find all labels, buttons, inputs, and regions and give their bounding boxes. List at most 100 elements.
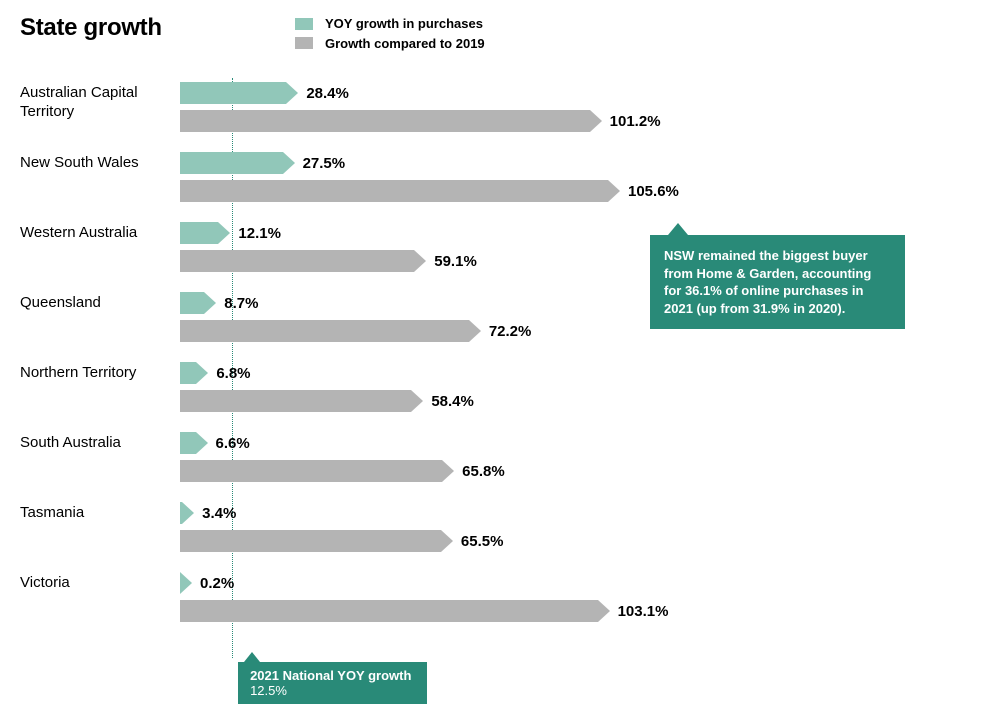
bar-arrow-icon <box>283 152 295 174</box>
bars-container: 3.4% 65.5% <box>180 500 963 570</box>
bars-container: 12.1% 59.1% <box>180 220 963 290</box>
state-row: Victoria 0.2% 103.1% <box>20 570 963 640</box>
bar-body <box>180 250 414 272</box>
swatch-yoy <box>295 18 313 30</box>
legend-label-2019: Growth compared to 2019 <box>325 34 485 54</box>
bar-body <box>180 110 590 132</box>
bar-vs2019: 59.1% <box>180 250 477 272</box>
state-row: New South Wales 27.5% 105.6% <box>20 150 963 220</box>
value-label-2019: 59.1% <box>434 253 477 270</box>
state-label: New South Wales <box>20 154 172 173</box>
bar-arrow-icon <box>441 530 453 552</box>
bar-vs2019: 65.5% <box>180 530 503 552</box>
bar-body <box>180 222 218 244</box>
bar-arrow-icon <box>204 292 216 314</box>
legend-item-2019: Growth compared to 2019 <box>295 34 485 54</box>
value-label-yoy: 12.1% <box>238 225 281 242</box>
bar-arrow-icon <box>218 222 230 244</box>
state-row: Northern Territory 6.8% 58.4% <box>20 360 963 430</box>
bar-vs2019: 65.8% <box>180 460 505 482</box>
value-label-2019: 58.4% <box>431 393 474 410</box>
national-box-pointer-icon <box>244 652 260 662</box>
value-label-2019: 65.8% <box>462 463 505 480</box>
bar-body <box>180 530 441 552</box>
value-label-2019: 101.2% <box>610 113 661 130</box>
bar-arrow-icon <box>590 110 602 132</box>
bar-yoy: 12.1% <box>180 222 281 244</box>
bars-container: 8.7% 72.2% <box>180 290 963 360</box>
bar-vs2019: 103.1% <box>180 600 668 622</box>
bar-body <box>180 390 411 412</box>
value-label-2019: 65.5% <box>461 533 504 550</box>
legend-item-yoy: YOY growth in purchases <box>295 14 485 34</box>
bars-container: 6.8% 58.4% <box>180 360 963 430</box>
bars-container: 27.5% 105.6% <box>180 150 963 220</box>
bars-container: 28.4% 101.2% <box>180 80 963 150</box>
bars-container: 0.2% 103.1% <box>180 570 963 640</box>
value-label-yoy: 6.8% <box>216 365 250 382</box>
bar-body <box>180 600 598 622</box>
bar-body <box>180 460 442 482</box>
bar-vs2019: 72.2% <box>180 320 531 342</box>
value-label-yoy: 3.4% <box>202 505 236 522</box>
state-row: South Australia 6.6% 65.8% <box>20 430 963 500</box>
value-label-2019: 105.6% <box>628 183 679 200</box>
bar-arrow-icon <box>180 572 192 594</box>
swatch-2019 <box>295 37 313 49</box>
bar-yoy: 8.7% <box>180 292 258 314</box>
legend-label-yoy: YOY growth in purchases <box>325 14 483 34</box>
state-row: Tasmania 3.4% 65.5% <box>20 500 963 570</box>
bar-body <box>180 152 283 174</box>
value-label-yoy: 8.7% <box>224 295 258 312</box>
state-label: Australian Capital Territory <box>20 84 172 122</box>
state-label: Western Australia <box>20 224 172 243</box>
state-row: Western Australia 12.1% 59.1% <box>20 220 963 290</box>
value-label-yoy: 28.4% <box>306 85 349 102</box>
national-growth-title: 2021 National YOY growth <box>250 668 411 683</box>
bar-arrow-icon <box>414 250 426 272</box>
national-growth-value: 12.5% <box>250 683 411 698</box>
bar-arrow-icon <box>182 502 194 524</box>
bar-body <box>180 432 196 454</box>
bar-yoy: 27.5% <box>180 152 345 174</box>
value-label-yoy: 6.6% <box>216 435 250 452</box>
value-label-2019: 72.2% <box>489 323 532 340</box>
header: State growth YOY growth in purchases Gro… <box>20 14 963 42</box>
state-label: Victoria <box>20 574 172 593</box>
bar-arrow-icon <box>286 82 298 104</box>
value-label-yoy: 27.5% <box>303 155 346 172</box>
bar-yoy: 6.6% <box>180 432 250 454</box>
bar-vs2019: 101.2% <box>180 110 661 132</box>
national-growth-box: 2021 National YOY growth 12.5% <box>238 662 427 704</box>
chart-area: NSW remained the biggest buyer from Home… <box>20 80 963 699</box>
state-label: South Australia <box>20 434 172 453</box>
bar-body <box>180 320 469 342</box>
bar-yoy: 28.4% <box>180 82 349 104</box>
bar-yoy: 6.8% <box>180 362 251 384</box>
bar-arrow-icon <box>598 600 610 622</box>
bar-body <box>180 82 286 104</box>
bar-vs2019: 58.4% <box>180 390 474 412</box>
bar-arrow-icon <box>608 180 620 202</box>
bar-vs2019: 105.6% <box>180 180 679 202</box>
state-label: Tasmania <box>20 504 172 523</box>
bar-arrow-icon <box>442 460 454 482</box>
value-label-yoy: 0.2% <box>200 575 234 592</box>
bar-yoy: 3.4% <box>180 502 236 524</box>
state-label: Queensland <box>20 294 172 313</box>
bar-body <box>180 180 608 202</box>
bar-body <box>180 292 204 314</box>
value-label-2019: 103.1% <box>618 603 669 620</box>
state-row: Queensland 8.7% 72.2% <box>20 290 963 360</box>
bar-yoy: 0.2% <box>180 572 234 594</box>
state-row: Australian Capital Territory 28.4% 101.2% <box>20 80 963 150</box>
bar-arrow-icon <box>196 362 208 384</box>
bar-arrow-icon <box>196 432 208 454</box>
chart-title: State growth <box>20 14 162 42</box>
state-label: Northern Territory <box>20 364 172 383</box>
legend: YOY growth in purchases Growth compared … <box>295 14 485 53</box>
bar-arrow-icon <box>411 390 423 412</box>
bar-arrow-icon <box>469 320 481 342</box>
bars-container: 6.6% 65.8% <box>180 430 963 500</box>
bar-body <box>180 362 196 384</box>
